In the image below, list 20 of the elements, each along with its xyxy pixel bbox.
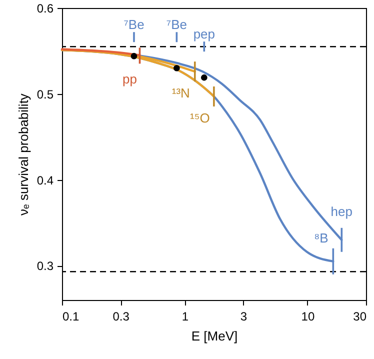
annotation: ⁷Be [166,17,187,32]
y-tick-label: 0.5 [36,87,54,102]
x-axis-title: E [MeV] [191,328,238,344]
y-tick-label: 0.6 [36,2,54,16]
annotation: ⁷Be [124,17,144,32]
y-tick-label: 0.4 [36,173,54,188]
annotation: ¹³N [172,86,190,101]
annotation: pep [193,26,216,42]
x-tick-label: 30 [353,310,367,324]
x-tick-label: 0.3 [112,310,130,324]
y-tick-label: 0.3 [36,259,54,274]
x-tick-label: 0.1 [62,310,80,324]
x-tick-label: 1 [182,310,189,324]
x-tick-label: 3 [240,310,248,324]
annotation: ⁸B [314,230,328,246]
annotation: pp [122,72,137,87]
annotation: hep [330,204,353,219]
y-axis-title: νₑ survival probability [16,93,31,216]
annotation: ¹⁵O [190,110,210,126]
x-tick-label: 10 [301,310,315,324]
